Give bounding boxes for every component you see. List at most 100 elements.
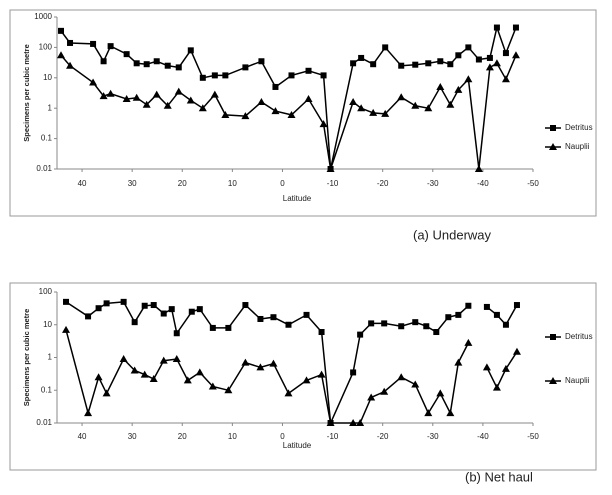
x-tick-label: -10: [327, 179, 339, 188]
marker: [318, 329, 325, 336]
marker: [198, 104, 207, 112]
marker: [320, 72, 327, 79]
x-tick-label: -30: [427, 179, 439, 188]
marker: [317, 370, 326, 378]
x-tick-label: -20: [377, 179, 389, 188]
legend-label: Detritus: [565, 332, 593, 341]
marker: [257, 315, 264, 322]
legend-marker: [549, 143, 557, 150]
marker: [447, 61, 454, 68]
series-line: [65, 329, 518, 424]
marker: [304, 95, 313, 103]
marker: [357, 331, 364, 338]
marker: [210, 90, 219, 98]
marker: [141, 302, 148, 309]
marker: [357, 104, 366, 112]
marker: [493, 311, 500, 318]
marker: [513, 302, 520, 309]
marker: [486, 54, 493, 61]
marker: [425, 60, 432, 67]
marker: [188, 308, 195, 315]
marker: [100, 58, 107, 65]
marker: [119, 354, 128, 362]
x-tick-label: -30: [427, 432, 439, 441]
marker: [424, 409, 433, 417]
legend-marker: [550, 125, 556, 131]
marker: [241, 112, 250, 120]
chart-frame: [9, 9, 597, 217]
caption: (a) Underway: [413, 227, 492, 242]
marker: [475, 56, 482, 63]
marker: [445, 314, 452, 321]
marker: [107, 43, 114, 50]
marker: [102, 389, 111, 397]
marker: [358, 54, 365, 61]
chart-frame: [9, 282, 597, 471]
y-axis-title: Specimens per cubic metre: [22, 309, 31, 407]
marker: [208, 382, 217, 390]
marker: [411, 380, 420, 388]
marker: [224, 386, 233, 394]
marker: [511, 51, 520, 59]
marker: [356, 419, 365, 426]
marker: [211, 72, 218, 79]
marker: [485, 63, 494, 71]
marker: [288, 72, 295, 79]
x-tick-label: -50: [527, 179, 539, 188]
y-tick-label: 0.01: [36, 418, 52, 427]
marker: [186, 96, 195, 104]
marker: [160, 310, 167, 317]
marker: [412, 61, 419, 68]
y-tick-label: 1000: [34, 12, 52, 21]
marker: [150, 302, 157, 309]
marker: [349, 97, 358, 105]
marker: [199, 74, 206, 81]
marker: [90, 40, 97, 47]
marker: [464, 75, 473, 83]
marker: [130, 366, 139, 374]
marker: [241, 358, 250, 366]
marker: [464, 338, 473, 346]
marker: [58, 27, 65, 34]
marker: [465, 302, 472, 309]
marker: [270, 314, 277, 321]
marker: [369, 108, 378, 116]
marker: [63, 298, 70, 305]
marker: [493, 24, 500, 31]
marker: [381, 109, 390, 117]
y-tick-label: 1: [48, 103, 53, 112]
caption: (b) Net haul: [465, 469, 533, 484]
marker: [492, 383, 501, 391]
marker: [258, 58, 265, 65]
x-tick-label: 40: [78, 432, 87, 441]
marker: [284, 389, 293, 397]
marker: [159, 356, 168, 364]
marker: [446, 100, 455, 108]
marker: [99, 92, 108, 100]
marker: [84, 409, 93, 417]
marker: [62, 325, 71, 333]
marker: [272, 83, 279, 90]
legend-marker: [550, 334, 556, 340]
x-axis-title: Latitude: [283, 194, 312, 203]
marker: [398, 62, 405, 69]
marker: [133, 60, 140, 67]
marker: [492, 59, 501, 67]
marker: [131, 319, 138, 326]
legend-marker: [549, 377, 557, 384]
x-tick-label: 20: [178, 432, 187, 441]
x-tick-label: -40: [477, 179, 489, 188]
y-tick-label: 1: [48, 353, 53, 362]
x-tick-label: 40: [78, 179, 87, 188]
marker: [423, 323, 430, 330]
y-tick-label: 10: [43, 73, 52, 82]
marker: [302, 376, 311, 384]
x-tick-label: 30: [128, 179, 137, 188]
marker: [225, 324, 232, 331]
x-tick-label: 10: [228, 179, 237, 188]
marker: [437, 58, 444, 65]
y-tick-label: 0.1: [41, 385, 53, 394]
marker: [454, 85, 463, 93]
marker: [303, 311, 310, 318]
